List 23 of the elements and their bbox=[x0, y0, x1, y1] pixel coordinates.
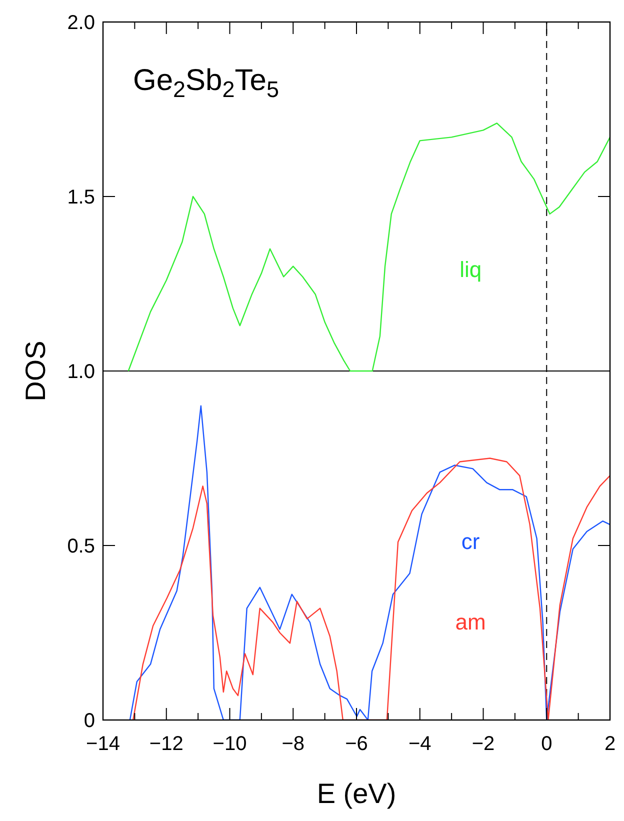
x-tick-label: −6 bbox=[345, 733, 368, 755]
line-series bbox=[128, 122, 610, 372]
text: liq bbox=[460, 256, 482, 282]
text: am bbox=[455, 609, 486, 634]
x-tick-label: 2 bbox=[604, 733, 616, 755]
x-tick-label: −8 bbox=[282, 733, 305, 755]
x-tick-label: −14 bbox=[86, 733, 120, 755]
x-tick-label: −10 bbox=[212, 733, 247, 755]
x-tick-label: 0 bbox=[541, 733, 552, 755]
line-series bbox=[129, 405, 610, 720]
y-tick-label: 1.5 bbox=[67, 186, 95, 208]
x-tick-label: −4 bbox=[408, 733, 432, 755]
y-tick-label: 1.0 bbox=[67, 361, 95, 383]
y-tick-label: 2.0 bbox=[67, 12, 95, 34]
text: Ge$_{2}$Sb$_{2}$Te$_{5}$ bbox=[133, 64, 279, 102]
x-tick-label: −2 bbox=[472, 733, 495, 755]
series-label: cr bbox=[461, 528, 480, 554]
x-axis-title: E (eV) bbox=[316, 778, 396, 809]
y-tick-label: 0 bbox=[84, 710, 95, 732]
y-axis-title: DOS bbox=[20, 340, 51, 402]
line-series bbox=[132, 458, 610, 720]
x-tick-label: −12 bbox=[149, 733, 184, 755]
y-tick-label: 0.5 bbox=[67, 536, 95, 558]
